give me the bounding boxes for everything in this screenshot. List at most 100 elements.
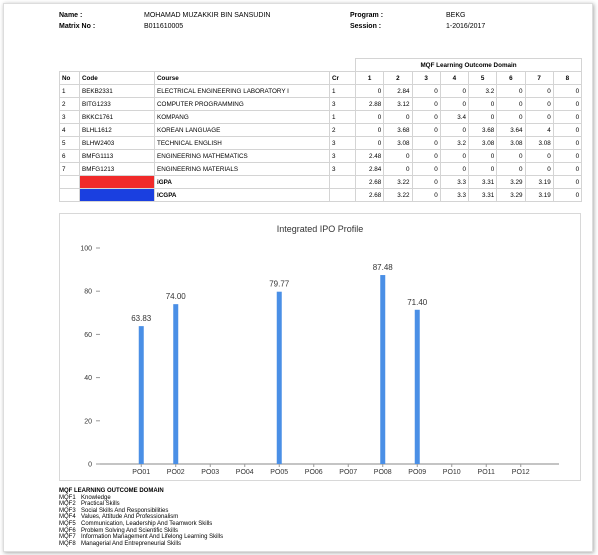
x-tick-label: PO12 bbox=[512, 469, 530, 476]
cell: 0 bbox=[496, 149, 526, 163]
cell: 2.48 bbox=[354, 149, 385, 163]
cell: 2.84 bbox=[354, 162, 385, 176]
cell: 3.68 bbox=[383, 123, 413, 137]
y-tick-label: 60 bbox=[84, 332, 92, 339]
empty-cell bbox=[80, 59, 155, 72]
value: BEKG bbox=[446, 12, 466, 19]
cell: 4 bbox=[59, 123, 80, 137]
cell: BITG1233 bbox=[79, 97, 155, 111]
data-label: 74.00 bbox=[166, 292, 187, 301]
course-row: 6 BMFG1113 ENGINEERING MATHEMATICS 3 2.48 0 0 0… bbox=[59, 149, 583, 163]
cell: 0 bbox=[354, 84, 385, 98]
cell: 6 bbox=[59, 149, 80, 163]
cell: 3.19 bbox=[524, 175, 554, 189]
cell: 4 bbox=[524, 123, 554, 137]
cell: 3.08 bbox=[467, 136, 498, 150]
cell: 3.08 bbox=[524, 136, 554, 150]
x-tick-label: PO02 bbox=[167, 469, 185, 476]
y-tick-label: 80 bbox=[84, 289, 92, 296]
legend-text: Social Skills And Responsibilities bbox=[81, 507, 169, 514]
chart-title: Integrated IPO Profile bbox=[277, 224, 364, 234]
cell: 3.4 bbox=[439, 110, 470, 124]
bar bbox=[380, 275, 386, 464]
legend-item: MQF2 Practical Skills bbox=[59, 501, 223, 508]
cell: 0 bbox=[411, 110, 441, 124]
cell: 0 bbox=[552, 84, 583, 98]
cell: 0 bbox=[496, 162, 526, 176]
cell: TECHNICAL ENGLISH bbox=[154, 136, 330, 150]
x-tick-label: PO07 bbox=[339, 469, 357, 476]
value: 1-2016/2017 bbox=[446, 23, 486, 30]
cell: 0 bbox=[524, 162, 554, 176]
cell: 0 bbox=[524, 110, 554, 124]
x-tick-label: PO04 bbox=[236, 469, 254, 476]
empty-cell bbox=[329, 175, 356, 189]
summary-row: iGPA 2.68 3.22 0 3.3 3.31 3.29 3.19 0 bbox=[59, 175, 583, 189]
cell: 0 bbox=[496, 84, 526, 98]
data-label: 63.83 bbox=[131, 314, 152, 323]
cell: 2 bbox=[329, 123, 356, 137]
cell: 0 bbox=[411, 149, 441, 163]
cell: 1 bbox=[329, 110, 356, 124]
value: MOHAMAD MUZAKKIR BIN SANSUDIN bbox=[144, 12, 271, 19]
empty-cell bbox=[60, 59, 80, 72]
y-tick-label: 20 bbox=[84, 418, 92, 425]
cell: 0 bbox=[411, 84, 441, 98]
legend-item: MQF6 Problem Solving And Scientific Skill… bbox=[59, 528, 223, 535]
group-header: MQF Learning Outcome Domain bbox=[354, 58, 583, 72]
cell: 3.08 bbox=[496, 136, 526, 150]
label: Matrix No : bbox=[59, 23, 96, 30]
column-header: 4 bbox=[439, 71, 470, 85]
cell: 0 bbox=[411, 188, 441, 202]
empty-cell bbox=[59, 175, 80, 189]
cell: 3.31 bbox=[467, 175, 498, 189]
empty-cell bbox=[330, 59, 356, 72]
cell: 0 bbox=[439, 84, 470, 98]
cell: 0 bbox=[552, 123, 583, 137]
cell: 0 bbox=[496, 110, 526, 124]
cell: 0 bbox=[496, 97, 526, 111]
chart-frame bbox=[59, 213, 581, 481]
cell: 0 bbox=[552, 162, 583, 176]
course-row: 2 BITG1233 COMPUTER PROGRAMMING 3 2.88 3.12 0 0… bbox=[59, 97, 583, 111]
cell: 3.12 bbox=[383, 97, 413, 111]
cell: 0 bbox=[552, 97, 583, 111]
cell: 2.84 bbox=[383, 84, 413, 98]
bar bbox=[414, 309, 420, 464]
cell: 3.2 bbox=[467, 84, 498, 98]
legend-text: Practical Skills bbox=[81, 501, 120, 508]
cell: 2 bbox=[59, 97, 80, 111]
cell: 0 bbox=[467, 97, 498, 111]
cell: BMFG1113 bbox=[79, 149, 155, 163]
legend-item: MQF7 Information Management And Lifelong … bbox=[59, 534, 223, 541]
column-header: 1 bbox=[354, 71, 385, 85]
legend-text: Knowledge bbox=[81, 494, 111, 501]
x-tick-label: PO01 bbox=[132, 469, 150, 476]
cell: 0 bbox=[552, 188, 583, 202]
bar bbox=[173, 304, 179, 464]
legend-text: Information Management And Lifelong Lear… bbox=[81, 534, 224, 541]
legend-text: Problem Solving And Scientific Skills bbox=[81, 527, 179, 534]
label: Name : bbox=[59, 12, 83, 19]
column-header: Code bbox=[79, 71, 155, 85]
summary-label: ICGPA bbox=[154, 188, 330, 202]
label: Program : bbox=[350, 12, 384, 19]
color-swatch bbox=[79, 188, 155, 202]
summary-label: iGPA bbox=[154, 175, 330, 189]
cell: 0 bbox=[467, 110, 498, 124]
cell: 2.68 bbox=[354, 188, 385, 202]
cell: 3.08 bbox=[383, 136, 413, 150]
cell: ENGINEERING MATHEMATICS bbox=[154, 149, 330, 163]
cell: 1 bbox=[329, 84, 356, 98]
x-tick-label: PO05 bbox=[270, 469, 288, 476]
cell: 0 bbox=[524, 84, 554, 98]
legend-item: MQF8 Managerial And Entrepreneurial Skill… bbox=[59, 541, 223, 548]
cell: BLHW2403 bbox=[79, 136, 155, 150]
cell: 7 bbox=[59, 162, 80, 176]
legend-title: MQF LEARNING OUTCOME DOMAIN bbox=[59, 488, 164, 494]
chart: Integrated IPO Profile 0 20 40 60 80 100 PO01 6… bbox=[59, 213, 581, 481]
legend-code: MQF8 bbox=[59, 540, 76, 547]
cell: 1 bbox=[59, 84, 80, 98]
legend-item: MQF5 Communication, Leadership And Teamwo… bbox=[59, 521, 223, 528]
cell: 0 bbox=[411, 136, 441, 150]
